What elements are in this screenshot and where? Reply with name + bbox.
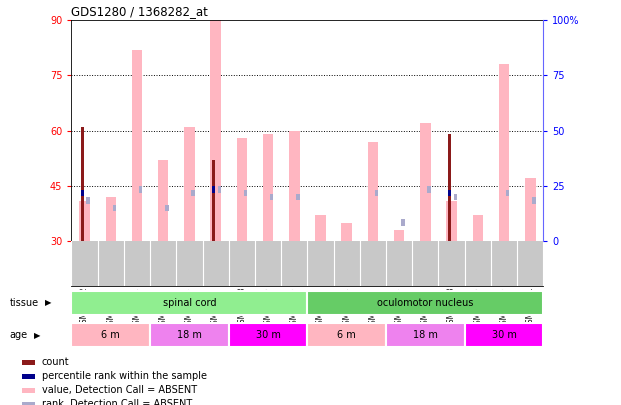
Text: value, Detection Call = ABSENT: value, Detection Call = ABSENT bbox=[42, 386, 197, 396]
Bar bbox=[386, 323, 465, 347]
Bar bbox=[86, 197, 90, 204]
Bar bbox=[191, 190, 195, 196]
Bar bbox=[71, 323, 150, 347]
Bar bbox=[448, 134, 451, 241]
Text: ▶: ▶ bbox=[34, 331, 40, 340]
Bar bbox=[307, 291, 543, 315]
Bar bbox=[375, 190, 378, 196]
Text: 18 m: 18 m bbox=[177, 330, 202, 340]
Bar bbox=[532, 197, 536, 204]
Text: rank, Detection Call = ABSENT: rank, Detection Call = ABSENT bbox=[42, 399, 192, 405]
Bar bbox=[71, 291, 307, 315]
Bar bbox=[22, 374, 35, 379]
Bar bbox=[473, 215, 483, 241]
Text: ▶: ▶ bbox=[45, 298, 51, 307]
Text: 18 m: 18 m bbox=[413, 330, 438, 340]
Bar bbox=[420, 123, 430, 241]
Bar bbox=[22, 402, 35, 405]
Text: 30 m: 30 m bbox=[492, 330, 517, 340]
Bar bbox=[211, 20, 221, 241]
Bar bbox=[506, 190, 509, 196]
Text: spinal cord: spinal cord bbox=[163, 298, 216, 308]
Bar bbox=[229, 323, 307, 347]
Text: tissue: tissue bbox=[9, 298, 39, 308]
Bar bbox=[132, 50, 142, 241]
Bar bbox=[184, 127, 194, 241]
Bar bbox=[315, 215, 326, 241]
Bar bbox=[401, 219, 404, 226]
Bar bbox=[106, 197, 116, 241]
Bar bbox=[525, 179, 535, 241]
Bar bbox=[465, 323, 543, 347]
Bar bbox=[237, 138, 247, 241]
Bar bbox=[296, 194, 300, 200]
Text: oculomotor nucleus: oculomotor nucleus bbox=[377, 298, 474, 308]
Bar bbox=[499, 64, 509, 241]
Bar bbox=[342, 223, 352, 241]
Bar bbox=[158, 160, 168, 241]
Text: count: count bbox=[42, 358, 70, 367]
Bar bbox=[307, 323, 386, 347]
Text: 30 m: 30 m bbox=[256, 330, 281, 340]
Text: percentile rank within the sample: percentile rank within the sample bbox=[42, 371, 207, 382]
Text: age: age bbox=[9, 330, 27, 340]
Text: 6 m: 6 m bbox=[101, 330, 120, 340]
Bar bbox=[81, 127, 84, 241]
Bar bbox=[446, 200, 457, 241]
Bar bbox=[453, 194, 457, 200]
Bar bbox=[165, 205, 168, 211]
Bar bbox=[212, 160, 215, 241]
Bar bbox=[394, 230, 404, 241]
Bar bbox=[212, 186, 215, 193]
Bar bbox=[150, 323, 229, 347]
Bar bbox=[79, 200, 90, 241]
Bar bbox=[427, 186, 431, 193]
Bar bbox=[289, 130, 299, 241]
Bar bbox=[244, 190, 247, 196]
Text: 6 m: 6 m bbox=[337, 330, 356, 340]
Bar bbox=[22, 360, 35, 365]
Bar bbox=[113, 205, 116, 211]
Bar bbox=[368, 142, 378, 241]
Bar bbox=[139, 186, 142, 193]
Bar bbox=[81, 190, 84, 196]
Bar bbox=[263, 134, 273, 241]
Bar bbox=[217, 186, 221, 193]
Bar bbox=[22, 388, 35, 393]
Text: GDS1280 / 1368282_at: GDS1280 / 1368282_at bbox=[71, 5, 208, 18]
Bar bbox=[270, 194, 273, 200]
Bar bbox=[448, 190, 451, 196]
